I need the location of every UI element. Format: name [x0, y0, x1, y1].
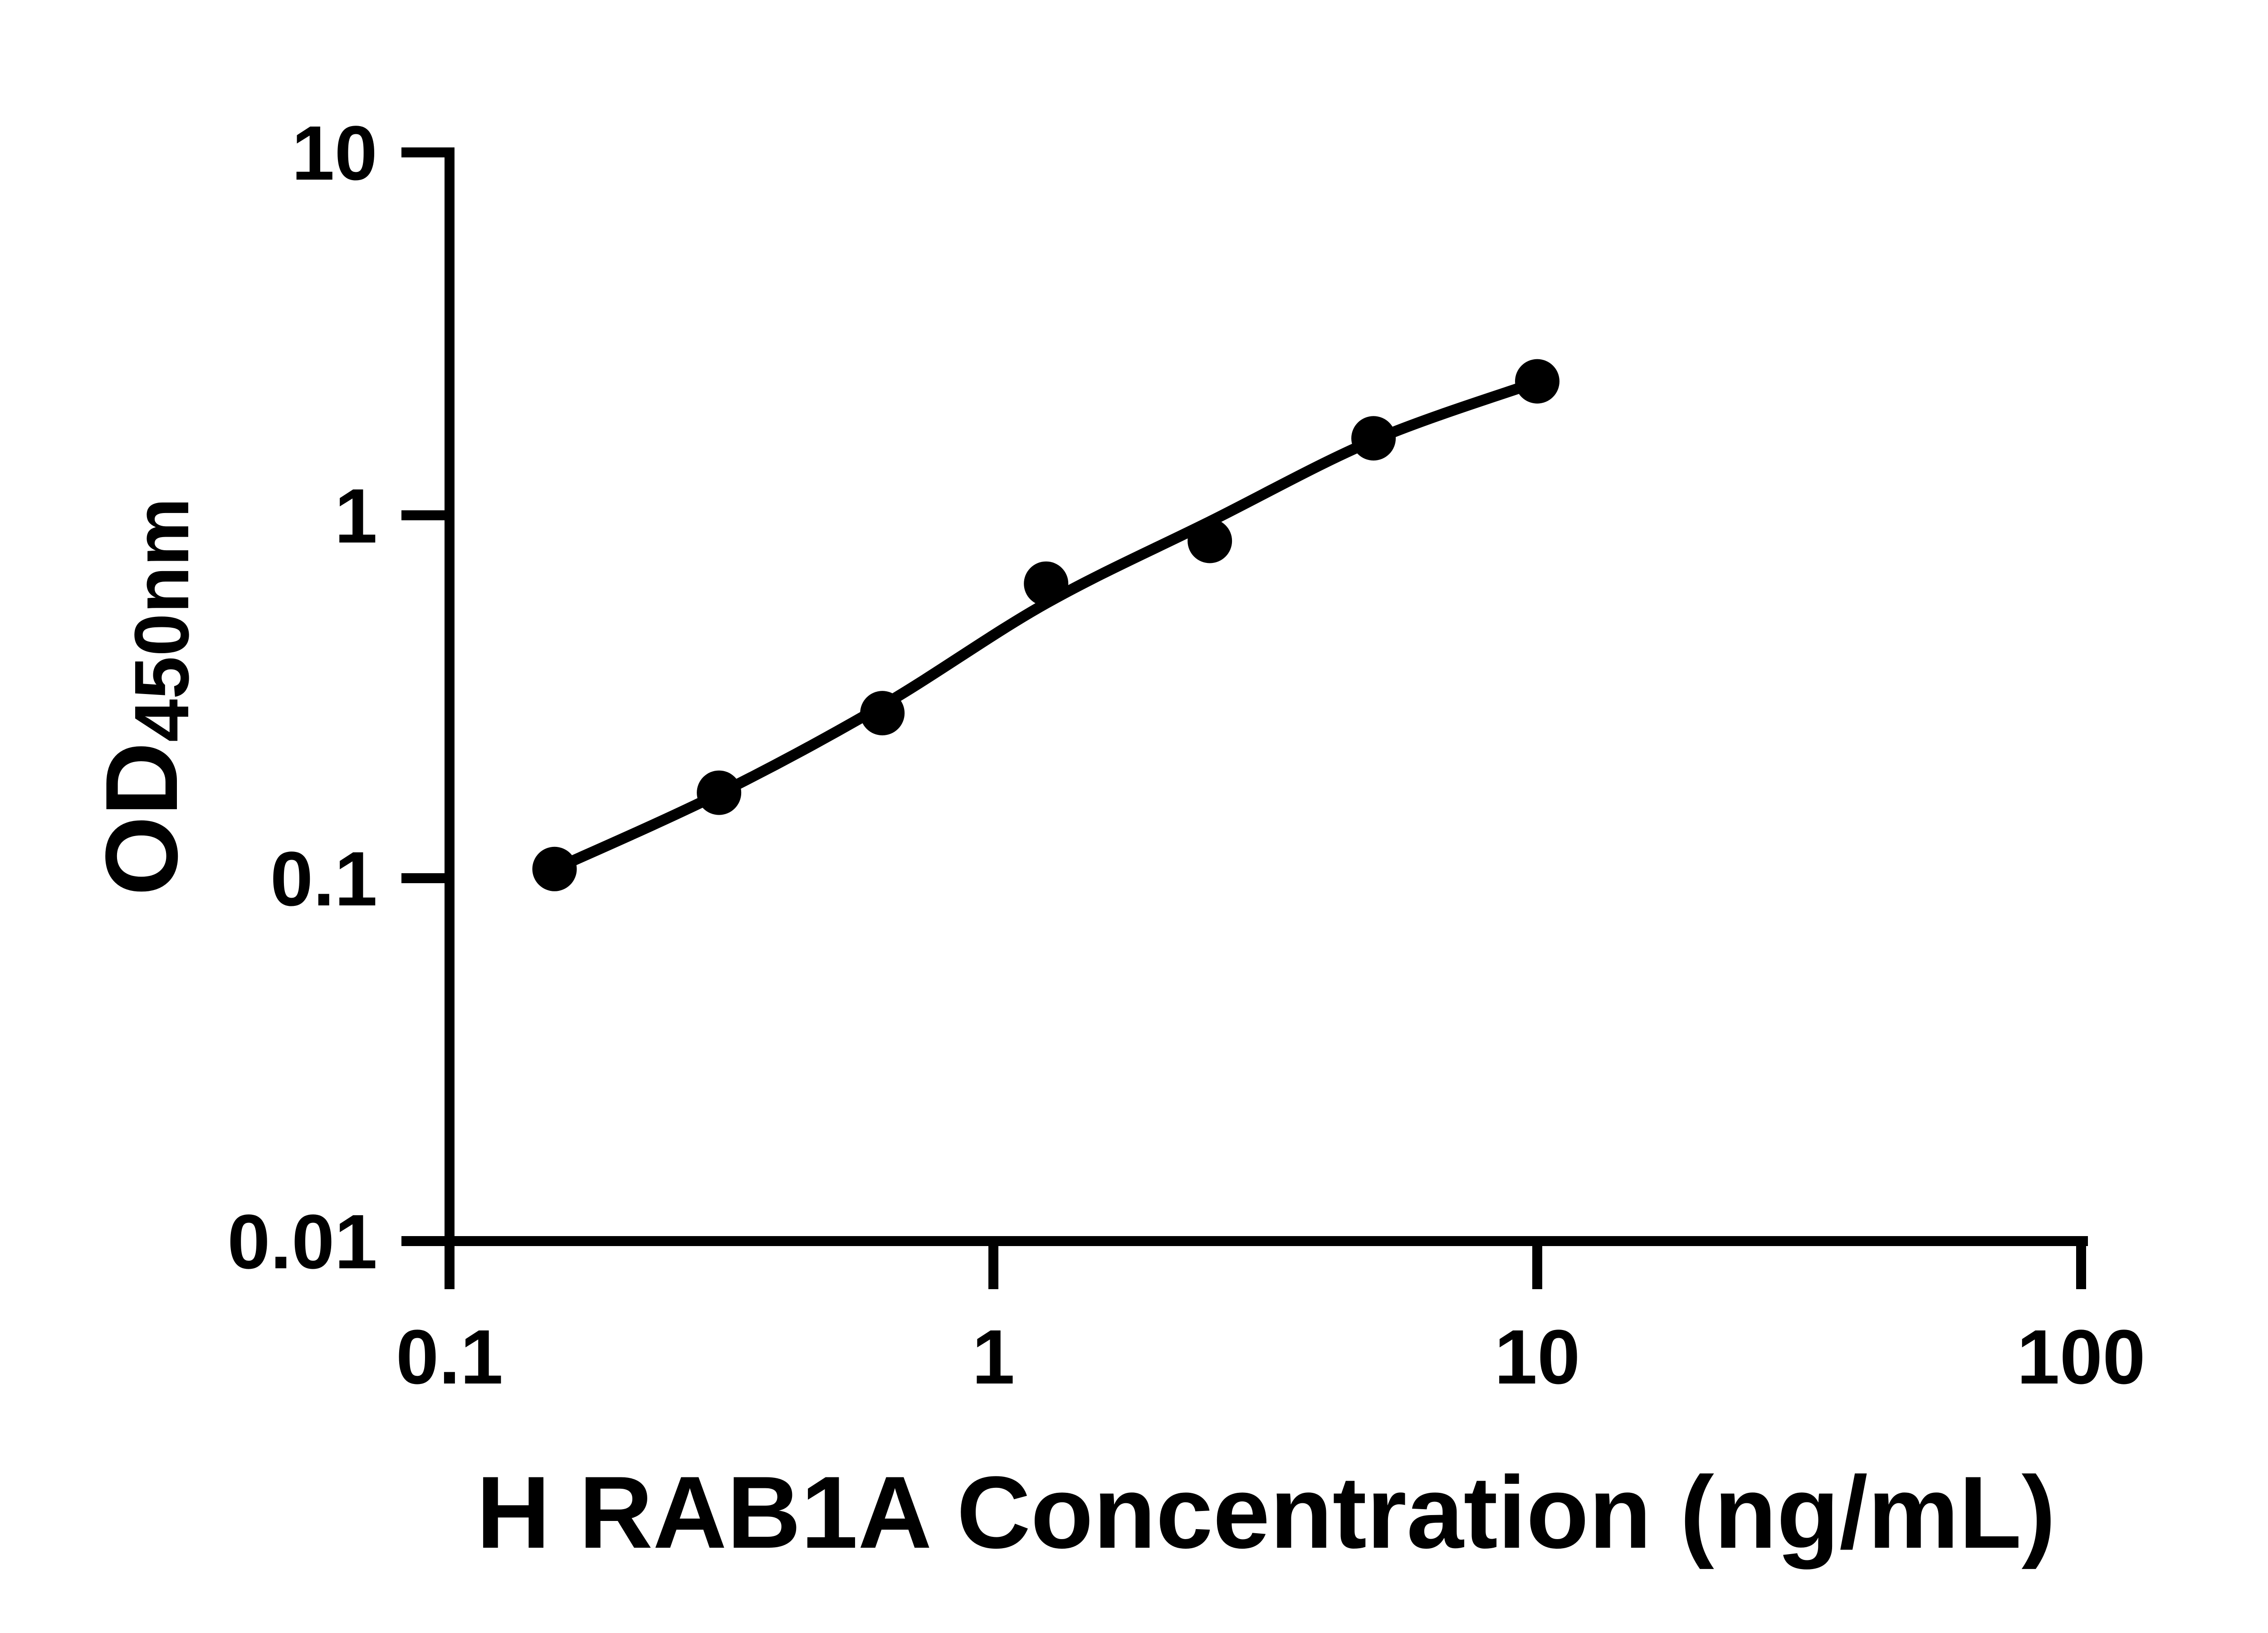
axis-lines — [445, 147, 2088, 1246]
x-tick-label-10: 10 — [1494, 1314, 1580, 1400]
data-point-1 — [532, 846, 577, 891]
y-axis-title-subscript: 450nm — [119, 498, 205, 742]
data-point-7 — [1515, 359, 1559, 404]
y-axis-title-main: OD — [84, 742, 199, 896]
y-tick-label-1: 1 — [334, 473, 377, 559]
axis-ticks — [401, 147, 2086, 1289]
data-point-4 — [1024, 561, 1069, 606]
x-axis-title: H RAB1A Concentration (ng/mL) — [476, 1455, 2056, 1569]
data-points — [532, 359, 1559, 891]
data-point-2 — [697, 770, 742, 815]
data-point-6 — [1351, 416, 1396, 461]
y-axis-title: OD450nm — [84, 498, 205, 896]
x-tick-label-100: 100 — [2017, 1314, 2146, 1400]
y-tick-label-0.1: 0.1 — [270, 836, 377, 922]
data-point-3 — [860, 691, 905, 736]
y-tick-label-10: 10 — [292, 110, 377, 196]
x-tick-label-1: 1 — [972, 1314, 1015, 1400]
data-point-5 — [1188, 518, 1232, 563]
y-tick-label-0.01: 0.01 — [227, 1199, 377, 1285]
x-tick-label-0.1: 0.1 — [396, 1314, 503, 1400]
